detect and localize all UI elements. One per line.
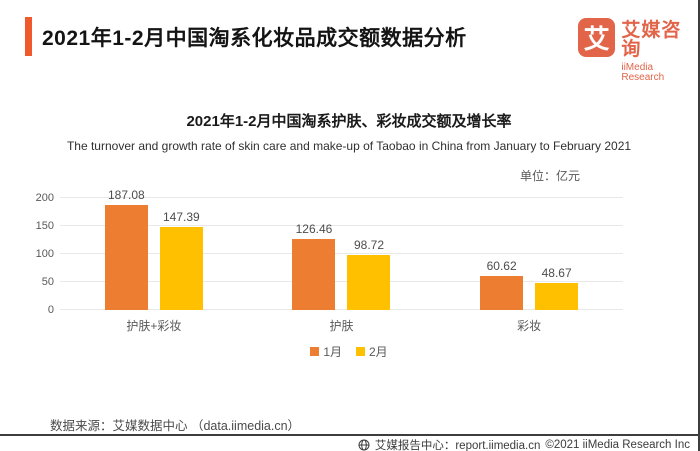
x-tick-2: 护肤 — [329, 319, 354, 333]
x-axis-labels: 护肤+彩妆 护肤 彩妆 — [60, 317, 623, 334]
gridline-150 — [60, 225, 623, 226]
footer-site: 艾媒报告中心：report.iimedia.cn — [374, 440, 541, 451]
y-tick-0: 0 — [47, 304, 54, 316]
bar-group-1: 187.08 147.39 — [104, 188, 203, 310]
gridline-100 — [60, 253, 623, 254]
bar-2月-彩妆: 48.67 — [535, 265, 579, 310]
bar-groups: 187.08 147.39 126.46 98.72 60.62 48.67 — [60, 188, 623, 310]
bar-rect — [535, 282, 579, 310]
bar-value-label: 60.62 — [486, 259, 517, 274]
legend-swatch — [310, 347, 320, 356]
gridline-200 — [60, 197, 623, 198]
plot-area: 187.08 147.39 126.46 98.72 60.62 48.67 — [60, 188, 623, 310]
legend-item-2月: 2月 — [356, 343, 388, 360]
bar-value-label: 147.39 — [162, 210, 200, 225]
logo-name-cn: 艾媒咨询 — [621, 20, 682, 60]
bar-value-label: 126.46 — [295, 222, 333, 237]
x-tick-3: 彩妆 — [517, 319, 542, 333]
legend-label: 2月 — [369, 345, 388, 359]
bar-group-2: 126.46 98.72 — [292, 222, 391, 310]
footer-divider — [0, 434, 698, 436]
y-tick-100: 100 — [35, 248, 54, 260]
globe-icon — [358, 439, 370, 451]
bar-1月-护肤: 126.46 — [292, 222, 336, 310]
y-tick-50: 50 — [41, 276, 54, 288]
x-tick-1: 护肤+彩妆 — [126, 319, 182, 333]
bar-rect — [480, 276, 524, 310]
gridline-0 — [60, 309, 623, 310]
footer-copyright: ©2021 iiMedia Research Inc — [545, 439, 690, 451]
legend-item-1月: 1月 — [310, 343, 342, 360]
legend: 1月 2月 — [0, 343, 698, 360]
y-tick-150: 150 — [35, 220, 54, 232]
footer: 艾媒报告中心：report.iimedia.cn ©2021 iiMedia R… — [358, 437, 690, 451]
bar-2月-护肤+彩妆: 147.39 — [159, 210, 203, 310]
bar-2月-护肤: 98.72 — [347, 237, 391, 310]
legend-label: 1月 — [323, 345, 342, 359]
page-title: 2021年1-2月中国淘系化妆品成交额数据分析 — [42, 27, 467, 50]
accent-bar — [25, 17, 32, 56]
y-axis: 0 50 100 150 200 — [26, 192, 54, 316]
bar-value-label: 187.08 — [107, 188, 145, 203]
bar-value-label: 48.67 — [541, 265, 572, 280]
logo-name-en: iiMedia Research — [621, 62, 665, 83]
bar-group-3: 60.62 48.67 — [480, 259, 579, 310]
source-text: 数据来源：艾媒数据中心 （data.iimedia.cn） — [50, 419, 301, 433]
bar-rect — [347, 254, 391, 310]
chart-title: 2021年1-2月中国淘系护肤、彩妆成交额及增长率 — [186, 113, 512, 130]
unit-label: 单位：亿元 — [519, 169, 580, 183]
logo-text: 艾媒咨询 iiMedia Research — [621, 18, 698, 83]
gridline-50 — [60, 281, 623, 282]
bar-1月-彩妆: 60.62 — [480, 259, 524, 310]
legend-swatch — [356, 347, 365, 356]
bar-rect — [292, 239, 336, 310]
bar-1月-护肤+彩妆: 187.08 — [104, 188, 148, 310]
chart-subtitle: The turnover and growth rate of skin car… — [66, 139, 632, 153]
y-tick-200: 200 — [35, 192, 54, 204]
bar-rect — [104, 205, 148, 310]
bar-rect — [159, 227, 203, 310]
logo-mark-icon: 艾 — [578, 18, 616, 57]
iimedia-logo: 艾 艾媒咨询 iiMedia Research — [578, 18, 698, 83]
bar-value-label: 98.72 — [353, 237, 384, 252]
